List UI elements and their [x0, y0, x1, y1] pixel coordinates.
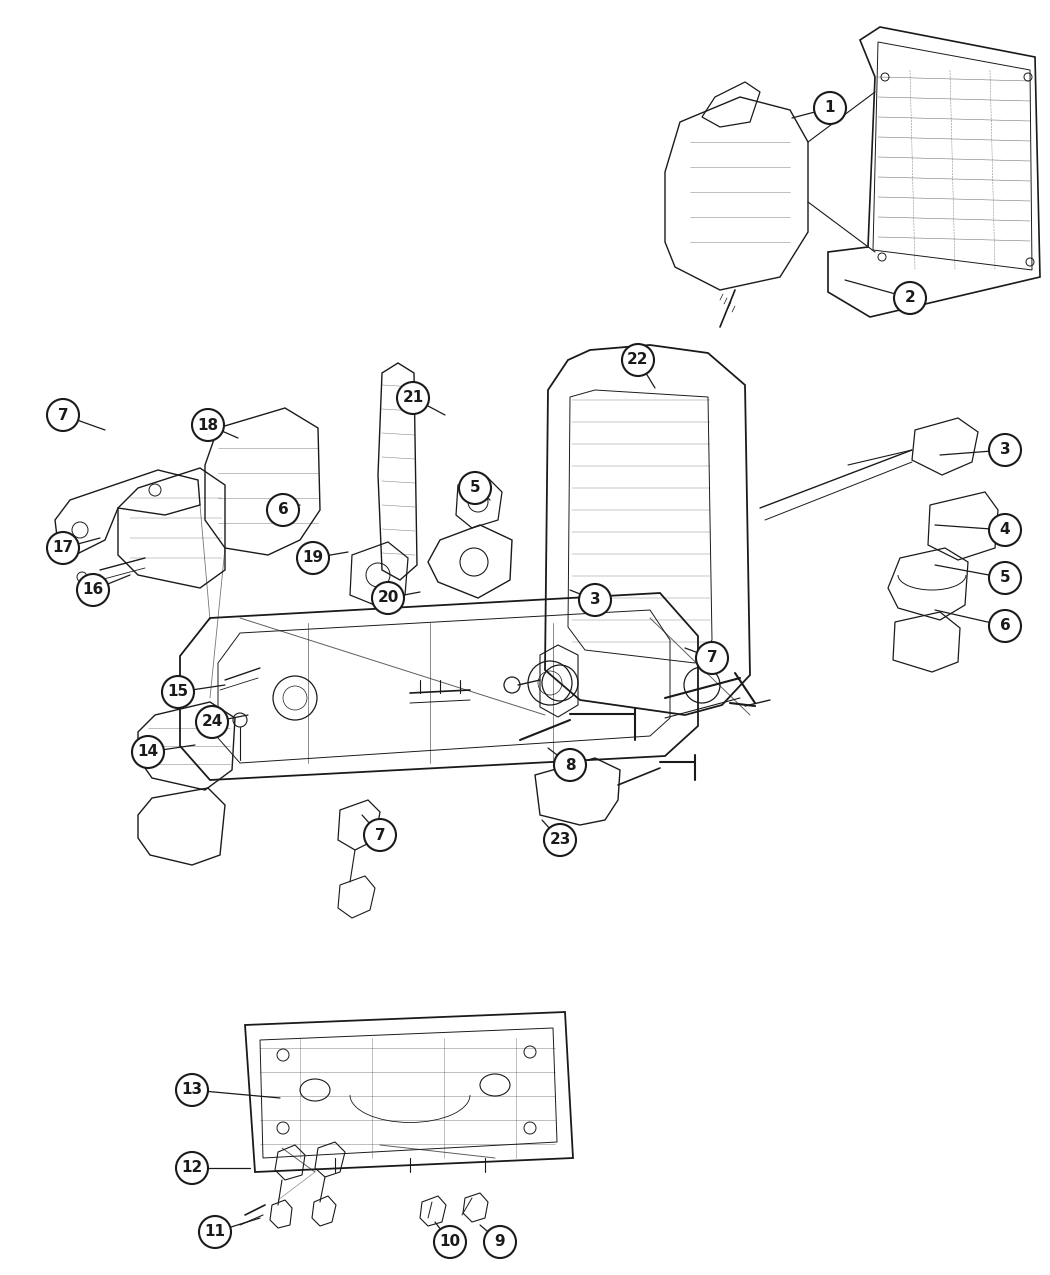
Circle shape [77, 574, 109, 606]
Circle shape [434, 1227, 466, 1258]
Text: 11: 11 [205, 1224, 226, 1239]
Text: 2: 2 [905, 291, 916, 306]
Circle shape [176, 1153, 208, 1184]
Text: 3: 3 [590, 593, 601, 607]
Text: 17: 17 [52, 541, 74, 556]
Text: 3: 3 [1000, 442, 1010, 458]
Text: 23: 23 [549, 833, 571, 848]
Text: 6: 6 [1000, 618, 1010, 634]
Text: 15: 15 [167, 685, 189, 700]
Text: 5: 5 [1000, 570, 1010, 585]
Circle shape [459, 472, 491, 504]
Text: 5: 5 [469, 481, 480, 496]
Text: 13: 13 [182, 1082, 203, 1098]
Circle shape [397, 382, 429, 414]
Circle shape [132, 736, 164, 768]
Text: 22: 22 [627, 352, 649, 367]
Text: 16: 16 [82, 583, 104, 598]
Text: 7: 7 [58, 408, 68, 422]
Text: 6: 6 [277, 502, 289, 518]
Text: 20: 20 [377, 590, 399, 606]
Text: 9: 9 [495, 1234, 505, 1250]
Text: 21: 21 [402, 390, 423, 405]
Circle shape [364, 819, 396, 850]
Circle shape [696, 643, 728, 674]
Circle shape [196, 706, 228, 738]
Circle shape [622, 344, 654, 376]
Circle shape [162, 676, 194, 708]
Text: 1: 1 [824, 101, 835, 116]
Circle shape [267, 493, 299, 527]
Text: 18: 18 [197, 417, 218, 432]
Circle shape [544, 824, 576, 856]
Text: 4: 4 [1000, 523, 1010, 538]
Circle shape [814, 92, 846, 124]
Circle shape [989, 609, 1021, 643]
Circle shape [484, 1227, 516, 1258]
Text: 12: 12 [182, 1160, 203, 1176]
Text: 8: 8 [565, 757, 575, 773]
Circle shape [989, 434, 1021, 465]
Circle shape [297, 542, 329, 574]
Text: 24: 24 [202, 714, 223, 729]
Text: 19: 19 [302, 551, 323, 566]
Circle shape [192, 409, 224, 441]
Circle shape [200, 1216, 231, 1248]
Text: 7: 7 [707, 650, 717, 666]
Circle shape [989, 562, 1021, 594]
Circle shape [989, 514, 1021, 546]
Circle shape [47, 399, 79, 431]
Text: 7: 7 [375, 827, 385, 843]
Circle shape [579, 584, 611, 616]
Text: 14: 14 [138, 745, 159, 760]
Circle shape [176, 1074, 208, 1105]
Circle shape [554, 748, 586, 782]
Circle shape [894, 282, 926, 314]
Circle shape [372, 581, 404, 615]
Text: 10: 10 [440, 1234, 461, 1250]
Circle shape [47, 532, 79, 564]
